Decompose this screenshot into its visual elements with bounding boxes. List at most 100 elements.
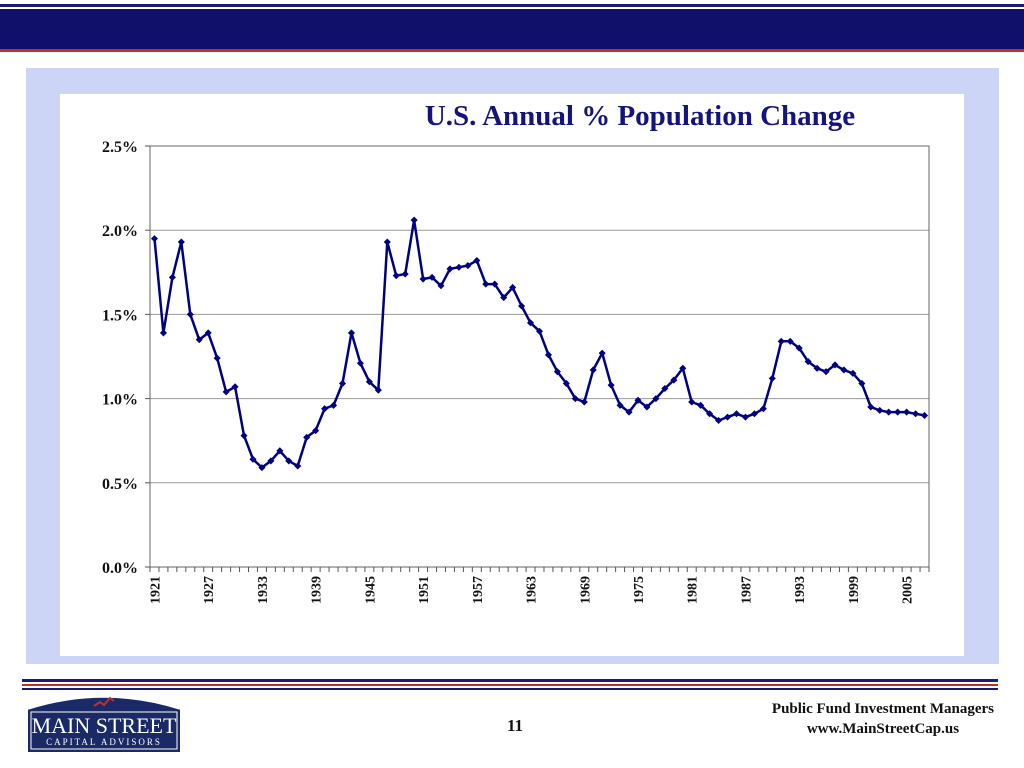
chart-area [60, 94, 964, 656]
footer-website: www.MainStreetCap.us [806, 721, 960, 737]
data-point [294, 462, 302, 470]
data-point [598, 349, 606, 357]
data-point [437, 282, 445, 290]
footer-rule-red [22, 684, 998, 686]
logo-line2: CAPITAL ADVISORS [46, 737, 162, 747]
y-tick-label: 1.0% [102, 392, 138, 409]
population-change-chart: 0.0% 0.5% 1.0% 1.5% 2.0% 2.5% 1921 1927 1933 1939… [102, 139, 930, 604]
x-tick-label: 1975 [632, 576, 647, 604]
data-point [168, 273, 176, 281]
x-tick-label: 1981 [686, 576, 701, 604]
data-point [464, 262, 472, 270]
data-point [759, 405, 767, 413]
data-point [652, 395, 660, 403]
x-tick-label: 1993 [793, 576, 808, 604]
data-point [383, 238, 391, 246]
data-point [706, 410, 714, 418]
data-point [634, 396, 642, 404]
data-point [804, 358, 812, 366]
data-point [150, 235, 159, 243]
data-point [231, 383, 239, 391]
data-point [661, 384, 669, 393]
data-point [679, 364, 687, 372]
footer-rule-navy-2 [22, 688, 998, 690]
data-point [330, 401, 338, 409]
data-point [580, 398, 588, 406]
header-top-rule [0, 4, 1024, 7]
data-point [697, 401, 705, 409]
data-point [625, 408, 633, 416]
chart-title: U.S. Annual % Population Change [424, 100, 856, 132]
data-point [920, 411, 929, 419]
plot-frame [149, 145, 930, 568]
data-point [670, 376, 678, 384]
data-point [177, 238, 185, 246]
data-point [338, 379, 347, 387]
data-point [500, 294, 508, 302]
logo-line1: MAIN STREET [32, 713, 177, 738]
data-point [491, 280, 499, 288]
header-red-rule [0, 49, 1024, 52]
data-point [222, 388, 230, 396]
data-point [858, 379, 866, 387]
footer-text: Public Fund Investment Managers www.Main… [772, 699, 994, 739]
data-point [285, 457, 293, 465]
data-point [401, 270, 409, 278]
data-point [195, 336, 203, 344]
y-tick-label: 1.5% [102, 307, 138, 324]
x-tick-label: 1951 [417, 576, 432, 604]
data-point [589, 366, 597, 374]
data-point [446, 265, 454, 273]
x-tick-label: 1927 [202, 576, 217, 604]
data-point [410, 216, 418, 224]
data-point [607, 381, 615, 389]
y-tick-label: 0.5% [102, 476, 138, 493]
data-point [795, 344, 803, 352]
data-point [750, 410, 758, 418]
x-tick-label: 2005 [901, 576, 916, 604]
data-point [258, 464, 266, 472]
data-point [204, 329, 212, 337]
x-tick-label: 1933 [256, 576, 271, 604]
data-point [715, 416, 723, 425]
data-point [509, 283, 517, 291]
data-point [831, 361, 839, 369]
data-point [616, 401, 624, 409]
data-point [903, 408, 911, 416]
data-point [428, 273, 436, 281]
y-tick-label: 2.5% [102, 139, 138, 156]
data-point [723, 413, 732, 421]
data-point [249, 455, 257, 463]
data-point [786, 337, 794, 345]
x-tick-label: 1939 [310, 576, 325, 604]
x-tick-label: 1921 [148, 576, 163, 604]
data-point [473, 256, 481, 265]
y-tick-label: 0.0% [102, 560, 138, 577]
data-point [303, 433, 311, 441]
data-point [419, 275, 427, 283]
footer-firm-name: Public Fund Investment Managers [771, 701, 994, 717]
header-band [0, 0, 1024, 55]
data-point [213, 354, 221, 362]
data-point [276, 447, 284, 455]
data-point [688, 398, 696, 406]
data-point [544, 351, 552, 359]
data-point [912, 410, 920, 418]
data-point [356, 359, 364, 367]
data-point [867, 403, 875, 411]
x-tick-label: 1987 [739, 576, 754, 604]
data-point [894, 408, 902, 416]
page-number: 11 [506, 716, 524, 735]
data-point [553, 368, 561, 376]
x-tick-label: 1969 [578, 576, 593, 604]
x-tick-label: 1957 [471, 576, 486, 604]
data-point [455, 263, 463, 271]
data-point [643, 403, 651, 411]
data-point [822, 368, 830, 376]
data-point [562, 379, 570, 387]
data-point [732, 410, 741, 418]
data-point [571, 395, 579, 403]
data-point [768, 374, 776, 382]
data-point [321, 405, 329, 413]
main-street-logo: MAIN STREET CAPITAL ADVISORS [27, 696, 181, 752]
